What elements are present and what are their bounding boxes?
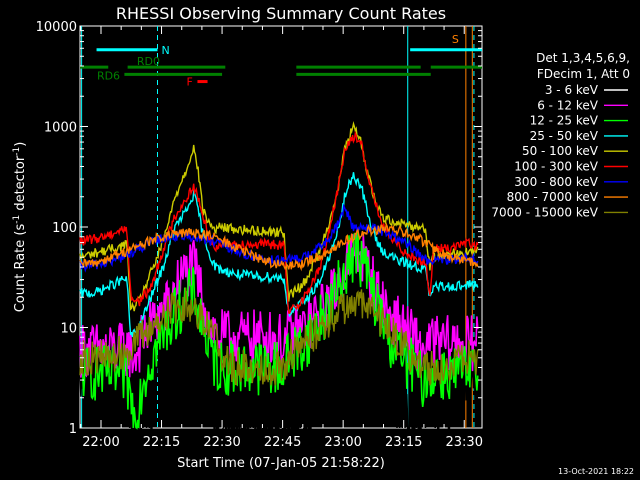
x-tick-label: 23:00 [324,435,361,450]
y-axis-label: Count Rate (s-1 detector-1) [12,142,28,313]
legend-entry-label: 50 - 100 keV [522,144,599,158]
y-tick-label: 10000 [36,20,77,35]
x-tick-label: 22:45 [264,435,301,450]
x-tick-label: 22:30 [203,435,240,450]
axes-layer: 1 10 100 1000 10000 22:00 22:15 22:30 22:45 23:00… [36,20,483,450]
night-interval-label: N [161,44,169,57]
rd6-label: RD6 [97,69,120,82]
x-tick-label: 22:00 [82,435,119,450]
legend-header-fdecim: FDecim 1, Att 0 [537,67,630,81]
x-tick-label: 22:15 [143,435,180,450]
series-line-8 [79,287,479,386]
x-tick-label: 23:15 [385,435,422,450]
legend-entry-label: 800 - 7000 keV [507,190,599,204]
series-line-7 [79,221,479,272]
y-tick-label: 100 [52,221,77,236]
y-tick-label: 1000 [44,121,77,136]
legend: Det 1,3,4,5,6,9, FDecim 1, Att 0 3 - 6 k… [491,51,630,219]
series-line-4 [79,121,479,312]
legend-entry-label: 3 - 6 keV [545,83,599,97]
legend-entry-label: 6 - 12 keV [537,98,599,112]
legend-entry-label: 300 - 800 keV [514,175,598,189]
legend-entry-label: 7000 - 15000 keV [491,205,598,219]
x-axis-label: Start Time (07-Jan-05 21:58:22) [177,456,385,471]
series-line-5 [79,130,479,315]
series-line-3 [79,172,479,338]
rd0-label: RD0 [137,55,160,68]
saa-marker-label: S [452,33,459,46]
flare-marker-label: F [187,76,193,89]
x-tick-label: 23:30 [446,435,483,450]
y-tick-label: 1 [69,422,77,437]
legend-entry-label: 12 - 25 keV [530,114,599,128]
series-line-1 [79,227,479,378]
legend-entry-label: 25 - 50 keV [530,129,599,143]
footer-date: 13-Oct-2021 18:22 [558,467,634,476]
y-tick-label: 10 [60,322,77,337]
legend-header-detectors: Det 1,3,4,5,6,9, [536,51,630,65]
chart-title: RHESSI Observing Summary Count Rates [116,4,446,23]
legend-entry-label: 100 - 300 keV [514,160,598,174]
series-layer [79,121,479,431]
series-line-0 [79,245,479,431]
